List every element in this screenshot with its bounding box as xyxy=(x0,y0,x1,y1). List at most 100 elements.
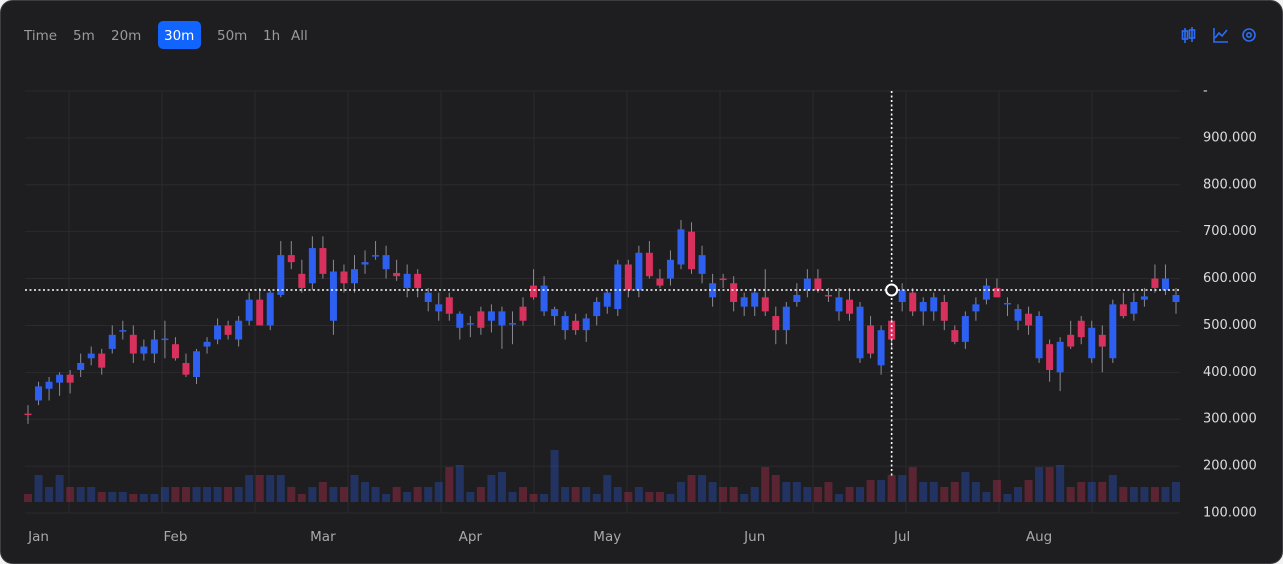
candle-body xyxy=(624,264,632,291)
candle-icon[interactable] xyxy=(1181,27,1196,43)
candle-body xyxy=(445,297,453,314)
volume-bar xyxy=(308,487,317,502)
x-tick-label: Jan xyxy=(27,529,49,545)
volume-bar xyxy=(750,487,759,502)
volume-bar xyxy=(1161,487,1170,502)
candle-body xyxy=(1140,296,1148,300)
timeframe-tab[interactable]: 5m xyxy=(73,28,95,44)
candle-body xyxy=(1003,302,1011,305)
volume-bar xyxy=(824,482,833,502)
selected-tab-bg[interactable] xyxy=(158,21,201,49)
candle-body xyxy=(635,252,643,291)
x-tick-label: Jun xyxy=(743,529,765,545)
candle-body xyxy=(824,294,832,297)
volume-bar xyxy=(908,467,917,502)
candle-body xyxy=(119,330,127,332)
y-tick-label: 900.000 xyxy=(1203,130,1257,145)
volume-bar xyxy=(1077,482,1086,502)
candle-body xyxy=(203,341,211,347)
volume-bar xyxy=(803,487,812,502)
candle-body xyxy=(930,297,938,312)
line-icon[interactable] xyxy=(1213,28,1228,43)
candle-body xyxy=(256,299,264,326)
volume-bar xyxy=(382,494,391,502)
volume-bar xyxy=(582,487,591,502)
crosshair-point xyxy=(885,283,899,297)
volume-bar xyxy=(687,475,696,502)
timeframe-tab-selected[interactable]: 30m xyxy=(164,28,194,44)
volume-bar xyxy=(224,487,233,502)
volume-bar xyxy=(234,487,243,502)
y-tick-label: 400.000 xyxy=(1203,365,1257,380)
volume-bar xyxy=(1129,487,1138,502)
candle-body xyxy=(129,334,137,354)
candle-body xyxy=(772,316,780,331)
candle-body xyxy=(24,413,32,416)
candle-body xyxy=(1151,278,1159,288)
volume-bar xyxy=(877,480,886,502)
candle-body xyxy=(319,248,327,274)
crosshair xyxy=(25,91,1180,478)
timeframe-tab[interactable]: Time xyxy=(23,28,57,44)
timeframe-tab[interactable]: 20m xyxy=(111,28,141,44)
candle-body xyxy=(487,311,495,321)
candle-body xyxy=(940,302,948,321)
candle-body xyxy=(951,330,959,342)
volume-bar xyxy=(940,487,949,502)
volume-bar xyxy=(139,494,148,502)
candle-body xyxy=(582,318,590,331)
volume-bar xyxy=(318,482,327,502)
volume-bar xyxy=(603,475,612,502)
volume-bar xyxy=(55,475,64,502)
x-tick-label: Aug xyxy=(1026,529,1052,545)
volume-bar xyxy=(1014,487,1023,502)
candle-body xyxy=(1088,327,1096,359)
timeframe-tab[interactable]: 1h xyxy=(263,28,280,44)
candle-body xyxy=(709,283,717,298)
candle-body xyxy=(361,262,369,265)
x-tick-label: Jul xyxy=(893,529,910,545)
candle-body xyxy=(793,294,801,302)
candle-body xyxy=(182,362,190,375)
y-tick-label: 800.000 xyxy=(1203,177,1257,192)
candle-body xyxy=(98,353,106,368)
timeframe-tab[interactable]: 50m xyxy=(217,28,247,44)
candle-body xyxy=(982,285,990,300)
candle-body xyxy=(108,334,116,349)
candle-body xyxy=(1109,304,1117,359)
volume-bar xyxy=(645,492,654,502)
candle-body xyxy=(740,297,748,307)
volume-bar xyxy=(476,487,485,502)
volume-bar xyxy=(181,487,190,502)
volume-bars xyxy=(24,450,1180,502)
candle-body xyxy=(1014,309,1022,321)
volume-bar xyxy=(519,487,528,502)
candle-body xyxy=(1056,341,1064,373)
candle-body xyxy=(498,311,506,326)
x-tick-label: Apr xyxy=(459,529,483,545)
volume-bar xyxy=(487,475,496,502)
settings-icon[interactable] xyxy=(1242,28,1256,42)
candle-body xyxy=(171,344,179,359)
candle-body xyxy=(603,292,611,307)
candle-body xyxy=(1077,320,1085,338)
timeframe-tab[interactable]: All xyxy=(291,28,308,44)
volume-bar xyxy=(887,475,896,502)
volume-bar xyxy=(276,475,285,502)
candle-body xyxy=(846,299,854,314)
candle-body xyxy=(835,297,843,312)
volume-bar xyxy=(34,475,43,502)
volume-bar xyxy=(87,487,96,502)
y-tick-label: 500.000 xyxy=(1203,318,1257,333)
volume-bar xyxy=(1066,487,1075,502)
volume-bar xyxy=(297,494,306,502)
candle-body xyxy=(593,302,601,317)
grid xyxy=(25,90,1180,514)
volume-bar xyxy=(708,482,717,502)
candle-body xyxy=(972,304,980,312)
volume-bar xyxy=(1003,494,1012,502)
candle-body xyxy=(435,304,443,312)
candle-body xyxy=(730,283,738,302)
candle-body xyxy=(761,297,769,312)
